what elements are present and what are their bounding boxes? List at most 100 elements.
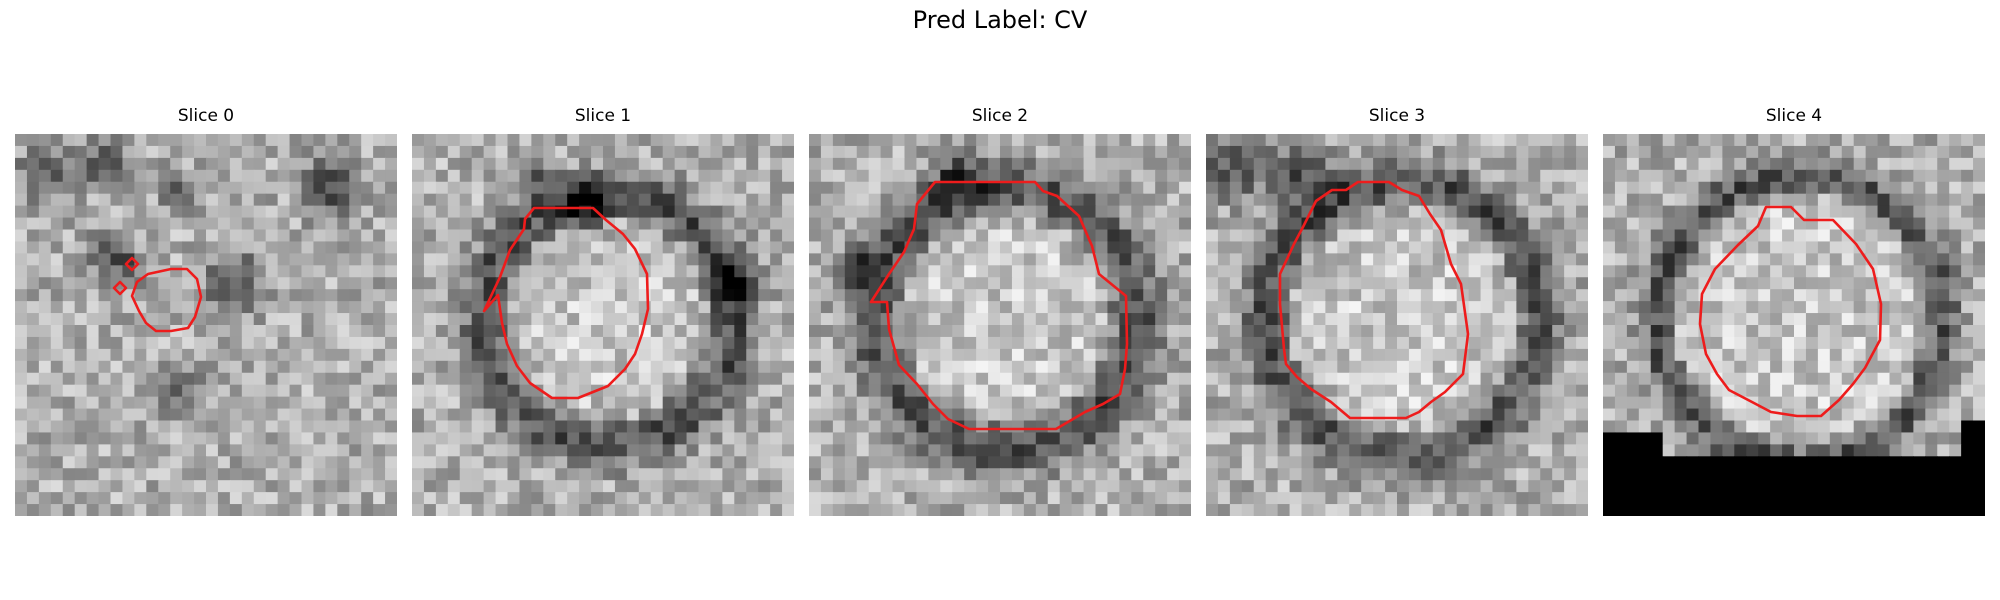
pixel-cell	[50, 169, 64, 183]
pixel-cell	[1841, 181, 1855, 195]
pixel-cell	[1361, 193, 1374, 207]
pixel-cell	[301, 420, 315, 434]
pixel-cell	[1961, 444, 1974, 457]
pixel-cell	[217, 360, 231, 374]
pixel-cell	[38, 229, 52, 243]
pixel-cell	[1734, 372, 1747, 386]
pixel-cell	[483, 134, 497, 147]
pixel-cell	[1397, 313, 1410, 326]
pixel-cell	[1480, 134, 1494, 147]
pixel-cell	[662, 336, 676, 350]
pixel-cell	[650, 301, 664, 314]
pixel-cell	[229, 360, 243, 374]
pixel-cell	[1385, 348, 1398, 362]
pixel-cell	[1143, 444, 1156, 457]
pixel-cell	[1504, 241, 1517, 254]
pixel-cell	[435, 336, 449, 350]
pixel-cell	[447, 157, 461, 171]
pixel-cell	[1000, 277, 1013, 290]
pixel-cell	[1313, 134, 1326, 147]
pixel-cell	[1035, 492, 1049, 505]
pixel-cell	[674, 241, 688, 254]
pixel-cell	[758, 253, 771, 266]
pixel-cell	[1095, 492, 1109, 505]
pixel-cell	[1373, 325, 1386, 338]
pixel-cell	[50, 468, 64, 481]
pixel-cell	[122, 301, 135, 314]
pixel-cell	[495, 301, 509, 314]
pixel-cell	[1492, 420, 1506, 434]
pixel-cell	[1794, 134, 1807, 147]
pixel-cell	[1325, 384, 1338, 398]
pixel-cell	[844, 468, 858, 481]
pixel-cell	[134, 480, 147, 493]
pixel-cell	[1373, 432, 1386, 445]
pixel-cell	[206, 301, 219, 314]
pixel-cell	[1167, 408, 1180, 422]
pixel-cell	[1229, 313, 1243, 326]
pixel-cell	[1071, 432, 1085, 445]
pixel-cell	[1206, 468, 1219, 481]
pixel-cell	[122, 229, 135, 243]
pixel-cell	[1131, 157, 1144, 171]
pixel-cell	[1949, 241, 1962, 254]
pixel-cell	[170, 169, 183, 183]
pixel-cell	[1662, 265, 1676, 278]
pixel-cell	[1444, 145, 1458, 159]
pixel-cell	[241, 492, 255, 505]
pixel-cell	[1662, 408, 1676, 422]
pixel-cell	[1131, 372, 1144, 386]
pixel-cell	[1179, 205, 1191, 219]
pixel-cell	[1564, 396, 1577, 410]
pixel-cell	[603, 229, 616, 243]
pixel-cell	[686, 444, 700, 457]
pixel-cell	[1698, 205, 1712, 219]
pixel-cell	[459, 444, 473, 457]
pixel-cell	[1662, 420, 1676, 434]
pixel-cell	[758, 432, 771, 445]
pixel-cell	[134, 504, 147, 516]
pixel-cell	[1408, 134, 1422, 147]
pixel-cell	[1540, 492, 1553, 505]
pixel-cell	[746, 265, 759, 278]
pixel-cell	[1444, 325, 1458, 338]
pixel-cell	[206, 181, 219, 195]
pixel-cell	[952, 360, 965, 374]
pixel-cell	[1638, 217, 1652, 231]
pixel-cell	[1734, 253, 1747, 266]
pixel-cell	[289, 169, 303, 183]
pixel-cell	[1229, 492, 1243, 505]
pixel-cell	[1361, 372, 1374, 386]
pixel-cell	[313, 408, 326, 422]
pixel-cell	[1265, 372, 1279, 386]
pixel-cell	[1877, 265, 1891, 278]
pixel-cell	[1901, 181, 1914, 195]
pixel-cell	[1071, 480, 1085, 493]
pixel-cell	[1143, 384, 1156, 398]
pixel-cell	[531, 336, 544, 350]
pixel-cell	[976, 456, 989, 469]
pixel-cell	[603, 145, 616, 159]
pixel-cell	[1325, 157, 1338, 171]
pixel-cell	[856, 181, 870, 195]
pixel-cell	[1277, 157, 1291, 171]
pixel-cell	[1217, 444, 1231, 457]
pixel-cell	[1023, 169, 1037, 183]
pixel-cell	[531, 289, 544, 302]
pixel-cell	[1107, 420, 1120, 434]
pixel-cell	[1373, 205, 1386, 219]
pixel-cell	[698, 492, 712, 505]
pixel-cell	[289, 396, 303, 410]
pixel-cell	[1023, 492, 1037, 505]
pixel-cell	[1206, 181, 1219, 195]
pixel-cell	[1095, 169, 1109, 183]
pixel-cell	[146, 456, 159, 469]
pixel-cell	[1504, 205, 1517, 219]
pixel-cell	[1853, 277, 1867, 290]
pixel-cell	[1071, 193, 1085, 207]
pixel-cell	[603, 205, 616, 219]
pixel-cell	[1734, 420, 1747, 434]
pixel-cell	[868, 492, 882, 505]
pixel-cell	[988, 480, 1001, 493]
pixel-cell	[289, 241, 303, 254]
